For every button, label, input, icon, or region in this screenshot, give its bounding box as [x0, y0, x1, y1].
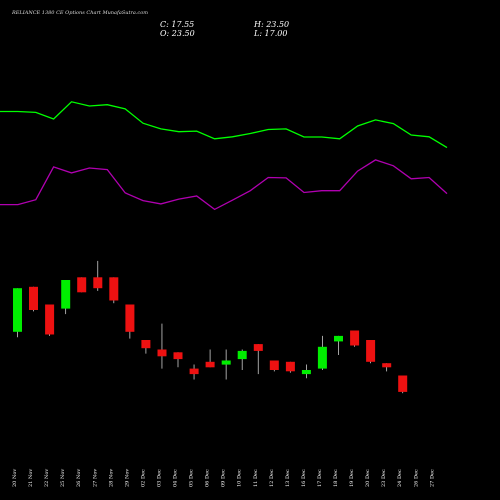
x-axis-labels: 20 Nov 21 Nov 22 Nov 25 Nov 26 Nov 27 Nov 28 N…: [12, 469, 435, 487]
x-tick-label: 10 Dec: [237, 469, 243, 487]
x-tick-label: 20 Nov: [12, 469, 18, 487]
candle-body: [382, 363, 392, 368]
candle: [93, 260, 103, 291]
candle-body: [29, 286, 38, 310]
x-tick-label: 03 Dec: [157, 469, 163, 487]
x-tick-label: 11 Dec: [253, 469, 259, 487]
candle: [366, 340, 376, 364]
x-tick-label: 26 Dec: [413, 469, 419, 487]
x-tick-label: 05 Dec: [189, 469, 195, 487]
candle-body: [398, 375, 408, 392]
x-tick-label: 19 Dec: [349, 469, 355, 487]
x-tick-label: 26 Nov: [76, 469, 82, 487]
candle: [13, 288, 22, 338]
candle-body: [334, 335, 343, 342]
x-tick-label: 25 Nov: [60, 469, 66, 487]
candle-body: [366, 340, 376, 362]
candle: [157, 323, 167, 369]
x-tick-label: 17 Dec: [317, 469, 323, 487]
high-value: H: 23.50: [254, 20, 290, 29]
candle-body: [45, 304, 55, 335]
candle: [173, 352, 183, 368]
candle: [317, 335, 327, 370]
candle-body: [237, 350, 247, 360]
x-tick-label: 24 Dec: [397, 469, 403, 487]
x-tick-label: 27 Dec: [429, 469, 435, 487]
candle: [29, 286, 38, 312]
close-value: C: 17.55: [160, 20, 195, 29]
x-tick-label: 13 Dec: [285, 469, 291, 487]
candle: [285, 361, 295, 373]
x-tick-label: 28 Nov: [108, 469, 114, 487]
x-tick-label: 18 Dec: [333, 469, 339, 487]
x-tick-label: 23 Dec: [381, 469, 387, 487]
open-value: O: 23.50: [160, 29, 195, 38]
candle-body: [317, 346, 327, 369]
candle: [109, 277, 119, 304]
x-tick-label: 09 Dec: [221, 469, 227, 487]
candle: [350, 330, 360, 347]
x-tick-label: 20 Dec: [365, 469, 371, 487]
x-tick-label: 22 Nov: [44, 469, 50, 487]
candle-body: [189, 368, 199, 375]
candle-body: [269, 360, 279, 370]
candle-body: [157, 349, 167, 357]
candle: [221, 349, 231, 380]
candle-body: [301, 370, 311, 375]
candle: [205, 349, 215, 368]
indicator-line-1: [0, 101, 448, 149]
candle-body: [221, 360, 231, 365]
candle: [125, 304, 135, 339]
candle-body: [253, 344, 263, 351]
indicator-lines: [0, 101, 448, 211]
candle: [77, 277, 87, 293]
chart-title: RELIANCE 1380 CE Options Chart MunafaSut…: [12, 10, 148, 16]
candle-body: [285, 361, 295, 372]
candle: [301, 364, 311, 379]
x-tick-label: 27 Nov: [92, 469, 98, 487]
x-tick-label: 21 Nov: [28, 469, 34, 487]
candle-body: [205, 361, 215, 368]
x-tick-label: 29 Nov: [124, 469, 130, 487]
candle: [269, 360, 279, 372]
candle: [382, 363, 392, 372]
candle: [45, 304, 55, 336]
candle-body: [173, 352, 183, 360]
candle: [334, 335, 343, 355]
candle: [61, 280, 71, 315]
candle-body: [13, 288, 22, 332]
candle-body: [125, 304, 135, 332]
x-tick-label: 12 Dec: [269, 469, 275, 487]
low-value: L: 17.00: [254, 29, 288, 38]
candle: [141, 340, 151, 354]
x-tick-label: 16 Dec: [301, 469, 307, 487]
x-tick-label: 06 Dec: [205, 469, 211, 487]
candle-body: [109, 277, 119, 301]
x-tick-label: 02 Dec: [140, 469, 146, 487]
candle: [398, 375, 408, 394]
candle: [237, 349, 247, 370]
candle-body: [93, 277, 103, 289]
candle-body: [61, 280, 71, 309]
candle: [189, 364, 199, 380]
candle: [253, 344, 263, 375]
candle-body: [141, 340, 151, 349]
candle-body: [350, 330, 360, 346]
candlesticks: [13, 260, 408, 394]
x-tick-label: 04 Dec: [173, 469, 179, 487]
candle-body: [77, 277, 87, 293]
indicator-line-2: [0, 159, 448, 211]
